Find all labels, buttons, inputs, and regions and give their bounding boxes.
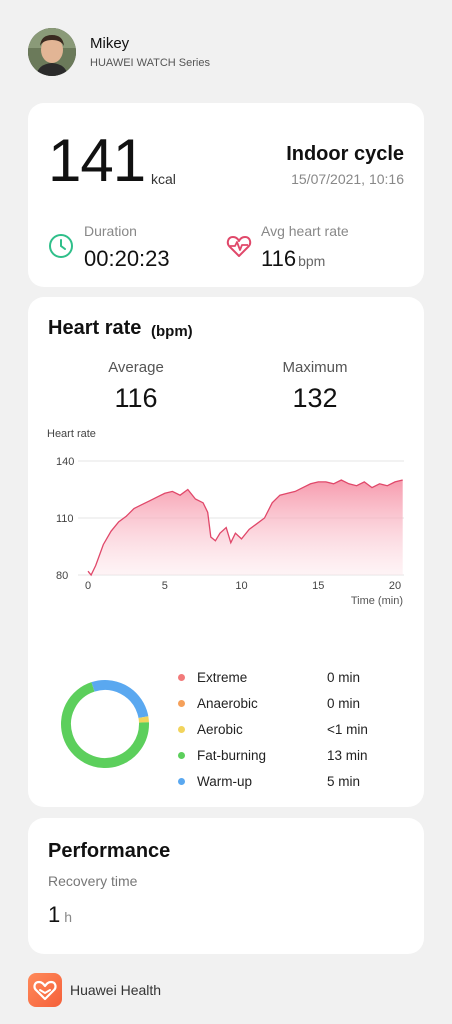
x-tick-label: 0 <box>85 580 91 592</box>
zone-name: Aerobic <box>197 721 243 737</box>
activity-datetime: 15/07/2021, 10:16 <box>291 171 404 187</box>
zone-segment-aerobic <box>61 680 149 768</box>
zone-time: 0 min <box>327 669 361 685</box>
heartbeat-icon <box>226 236 252 257</box>
calories-unit: kcal <box>151 171 176 187</box>
avg-heart-rate-unit: bpm <box>298 253 326 269</box>
calories-value: 141 <box>48 127 146 194</box>
x-tick-label: 15 <box>312 580 324 592</box>
avg-heart-rate-label: Avg heart rate <box>261 223 349 239</box>
zone-time: 13 min <box>327 747 368 763</box>
y-tick-label: 110 <box>56 513 74 525</box>
activity-type: Indoor cycle <box>286 143 404 165</box>
y-tick-label: 80 <box>56 570 68 582</box>
hr-maximum-value: 132 <box>292 383 338 413</box>
recovery-time-unit: h <box>64 909 73 925</box>
zone-row-aerobic: Aerobic <1 min <box>176 716 406 742</box>
app-name: Huawei Health <box>70 982 162 998</box>
hr-average-value: 116 <box>114 383 158 413</box>
hr-maximum-label: Maximum <box>282 359 348 376</box>
heart-rate-line <box>87 479 403 577</box>
heart-rate-area <box>88 480 403 575</box>
zone-row-warm-up: Warm-up 5 min <box>176 768 406 794</box>
heart-rate-zone-legend: Extreme 0 min Anaerobic 0 min Aerobic <1… <box>176 664 406 794</box>
duration-label: Duration <box>84 223 137 239</box>
profile-header: Mikey HUAWEI WATCH Series <box>28 26 210 78</box>
heart-rate-title: Heart rate <box>48 317 142 339</box>
chart-y-axis-title: Heart rate <box>47 428 96 440</box>
heart-rate-zone-ring[interactable] <box>58 677 152 771</box>
y-tick-label: 140 <box>56 456 74 468</box>
x-tick-label: 20 <box>389 580 401 592</box>
zone-dot-aerobic <box>178 725 185 733</box>
avg-heart-rate-value: 116 bpm <box>261 246 325 272</box>
zone-time: 0 min <box>327 695 361 711</box>
x-tick-label: 10 <box>235 580 247 592</box>
app-footer: Huawei Health <box>28 973 161 1007</box>
hr-average-label: Average <box>108 359 164 376</box>
x-axis-title: Time (min) <box>351 595 403 607</box>
zone-time: <1 min <box>327 721 368 737</box>
recovery-time-label: Recovery time <box>48 873 138 889</box>
zone-dot-fat-burning <box>178 751 185 759</box>
user-name: Mikey <box>90 35 130 52</box>
avg-heart-rate-number: 116 <box>261 246 297 271</box>
heart-rate-unit: (bpm) <box>151 323 193 340</box>
workout-summary-card[interactable]: 141 kcal Indoor cycle 15/07/2021, 10:16 … <box>28 103 424 287</box>
zone-dot-extreme <box>178 673 185 681</box>
zone-name: Extreme <box>197 669 248 685</box>
zone-row-anaerobic: Anaerobic 0 min <box>176 690 406 716</box>
zone-name: Fat-burning <box>197 747 267 763</box>
zone-name: Warm-up <box>197 773 253 789</box>
device-name: HUAWEI WATCH Series <box>90 57 210 69</box>
x-tick-label: 5 <box>162 580 168 592</box>
performance-title: Performance <box>48 840 171 862</box>
user-avatar[interactable] <box>28 28 76 76</box>
heart-rate-chart[interactable]: 80 110 140 0 5 10 15 20 Time (min) <box>28 437 424 617</box>
zone-segment-fat-burning <box>61 680 149 768</box>
clock-icon <box>49 234 73 258</box>
zone-name: Anaerobic <box>197 695 258 711</box>
duration-value: 00:20:23 <box>84 246 170 271</box>
zone-dot-anaerobic <box>178 699 185 707</box>
zone-dot-warm-up <box>178 777 185 785</box>
zone-time: 5 min <box>327 773 361 789</box>
zone-segment-warm-up <box>61 680 149 768</box>
zone-row-extreme: Extreme 0 min <box>176 664 406 690</box>
zone-row-fat-burning: Fat-burning 13 min <box>176 742 406 768</box>
heart-rate-card[interactable]: Heart rate (bpm) Average 116 Maximum 132… <box>28 297 424 807</box>
recovery-time-number: 1 <box>48 902 61 927</box>
huawei-health-heart-icon <box>28 973 62 1007</box>
avatar-image <box>28 28 76 76</box>
